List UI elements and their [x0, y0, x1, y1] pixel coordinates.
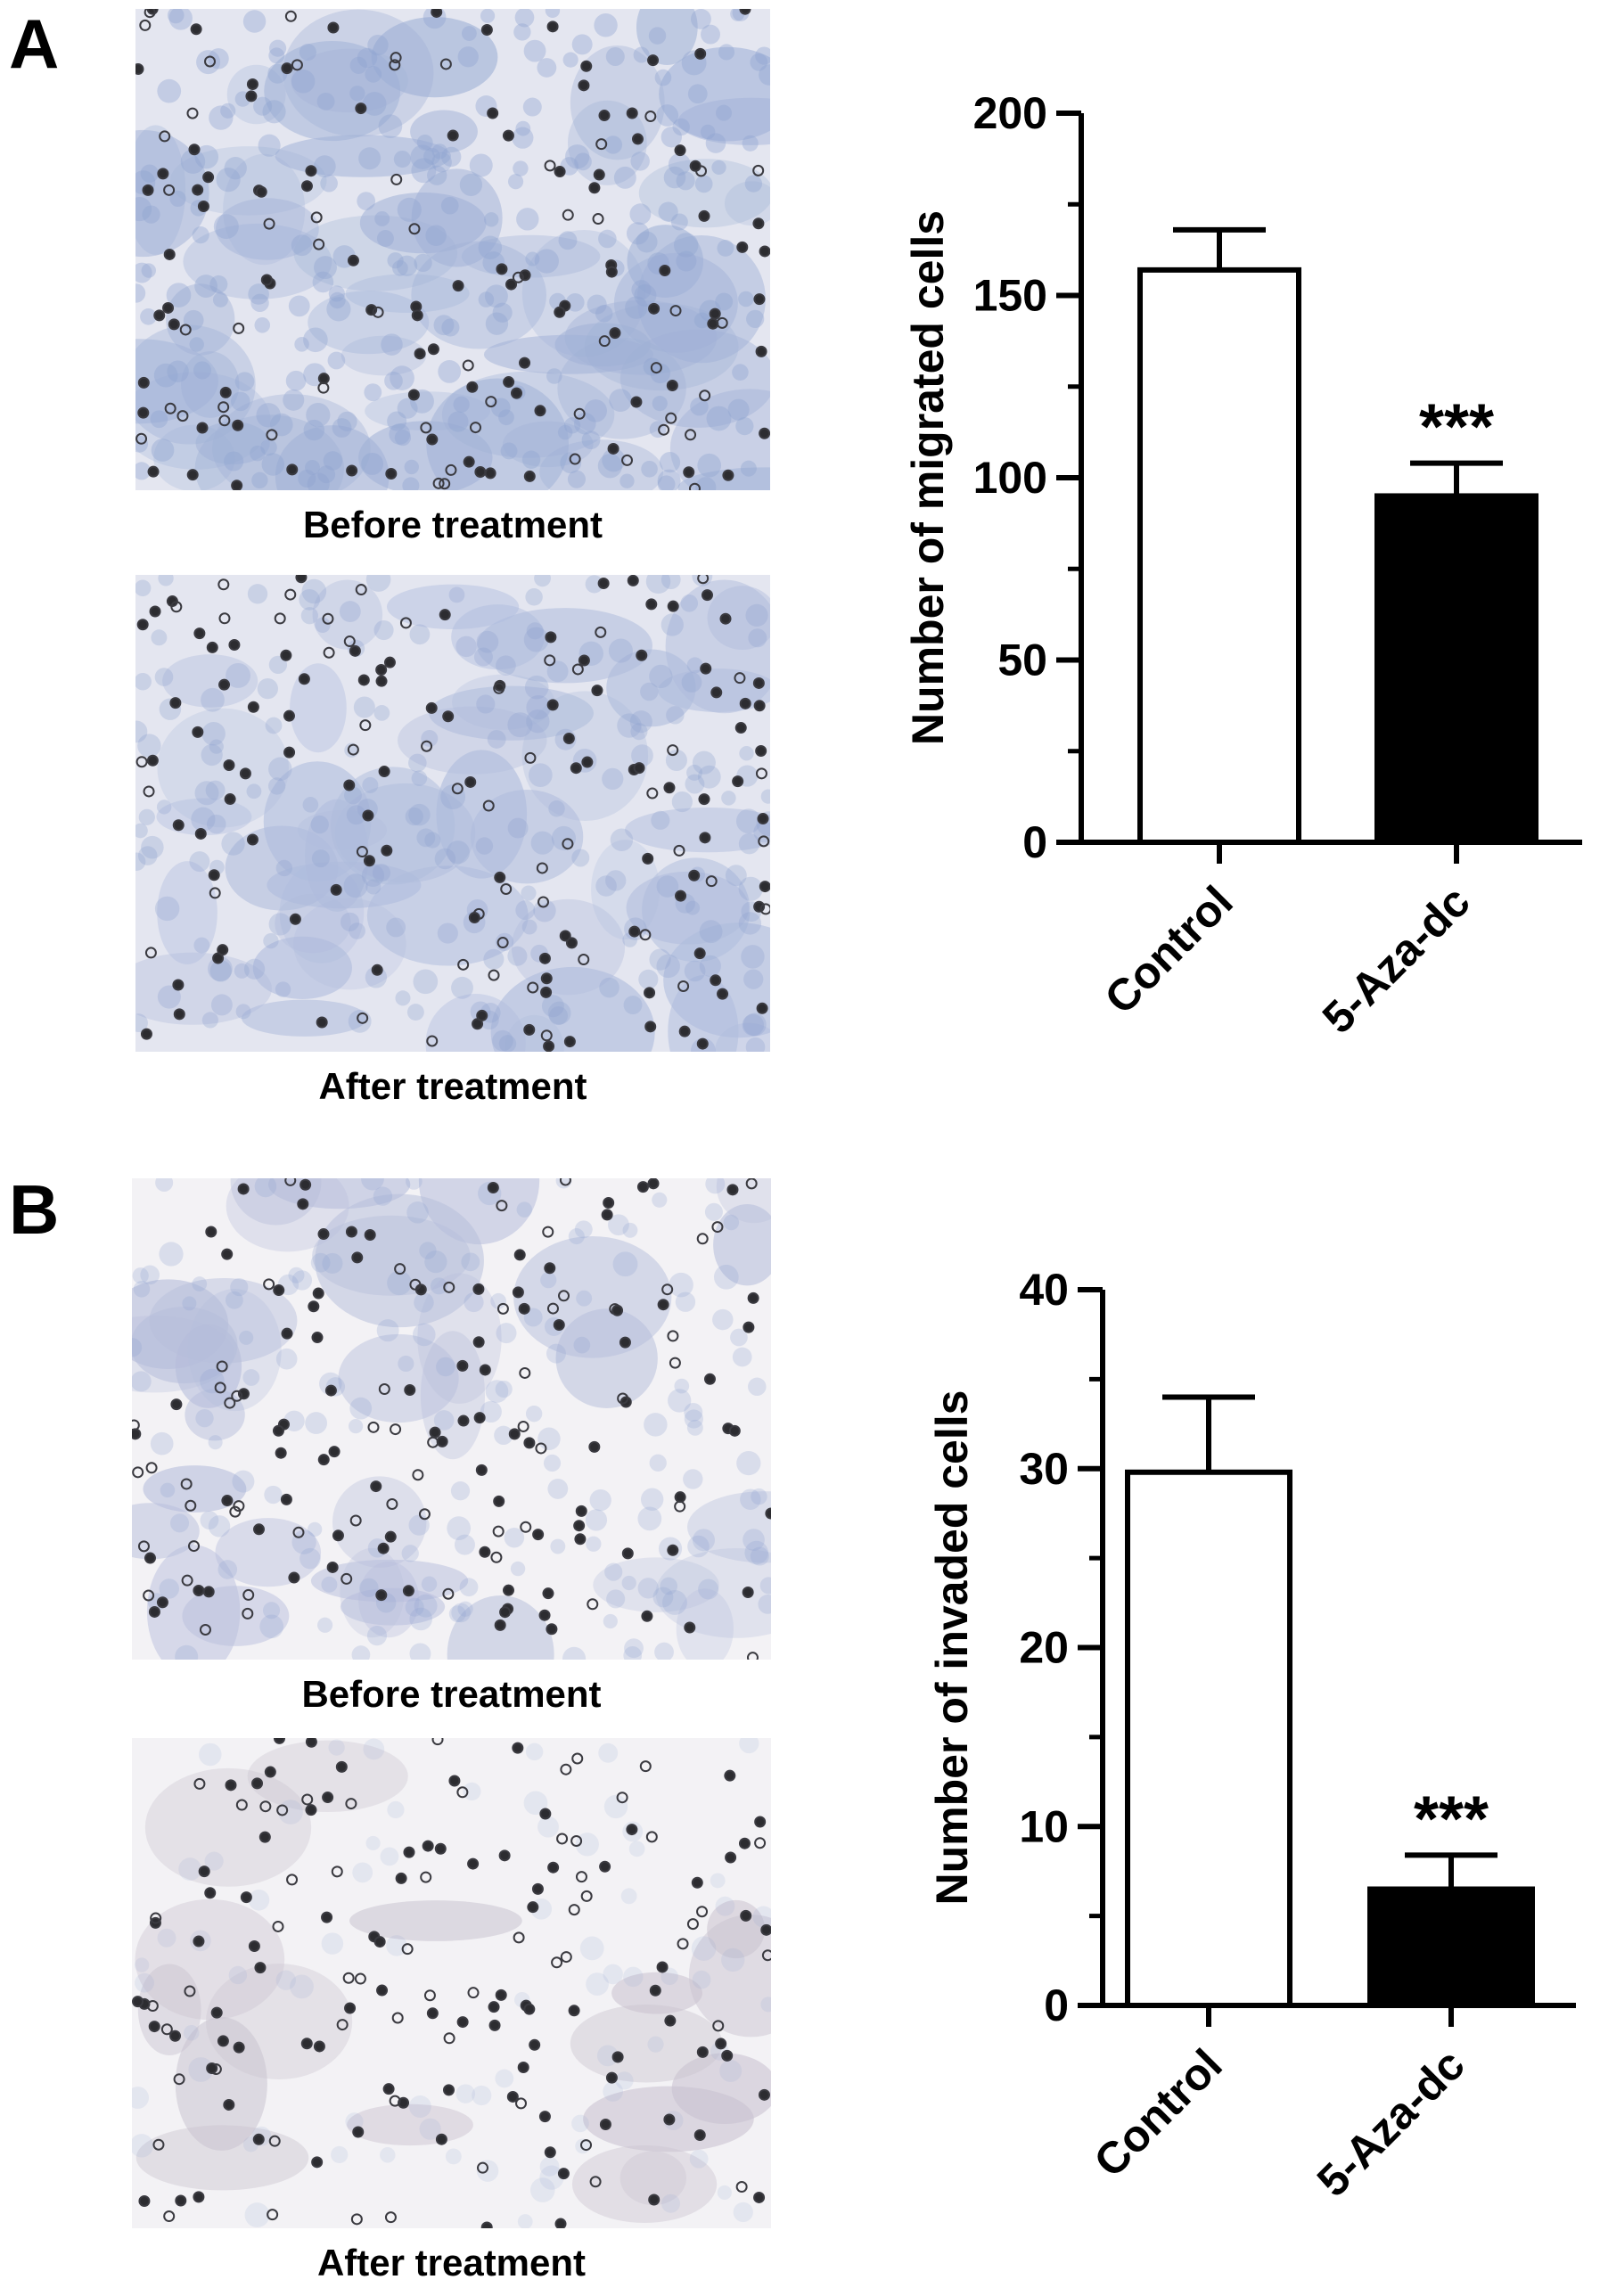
chart-b-y-tick-label: 0	[1044, 1980, 1069, 2030]
panel-label-b: B	[9, 1170, 60, 1249]
chart-b-significance-annotation: ***	[1414, 1784, 1489, 1855]
chart-b-bar-treated	[1367, 1886, 1535, 2008]
chart-a-bar-treated	[1374, 493, 1538, 845]
chart-a-y-tick-label: 0	[1022, 817, 1047, 867]
chart-b-y-tick-label: 10	[1019, 1801, 1069, 1851]
chart-b-category-label: 5-Aza-dc	[1308, 2039, 1474, 2206]
chart-a-y-tick-label: 150	[973, 271, 1047, 321]
chart-b-bar-control	[1125, 1469, 1292, 2008]
caption-after-treatment-b: After treatment	[316, 2242, 587, 2284]
micrograph-after-treatment-a	[135, 575, 770, 1052]
chart-b-y-tick-label: 30	[1019, 1444, 1069, 1494]
chart-b-category-label: Control	[1085, 2039, 1232, 2186]
chart-b-y-tick-label: 40	[1019, 1265, 1069, 1315]
micrograph-before-treatment-a	[135, 9, 770, 490]
chart-a-y-tick-label: 50	[997, 636, 1047, 685]
micrograph-before-treatment-b	[132, 1178, 771, 1660]
chart-a-significance-annotation: ***	[1419, 392, 1494, 463]
chart-a-y-tick-label: 200	[973, 88, 1047, 138]
caption-before-treatment-a: Before treatment	[302, 504, 603, 545]
panel-label-a: A	[9, 4, 60, 83]
micrograph-after-treatment-b	[132, 1738, 771, 2228]
chart-a-bar-control	[1137, 266, 1301, 845]
chart-b-y-tick-label: 20	[1019, 1623, 1069, 1673]
chart-b-y-axis-label: Number of invaded cells	[927, 1390, 977, 1906]
chart-a-y-tick-label: 100	[973, 453, 1047, 503]
chart-a-y-axis-label: Number of migrated cells	[903, 210, 953, 745]
caption-after-treatment-a: After treatment	[318, 1065, 587, 1107]
caption-before-treatment-b: Before treatment	[301, 1673, 602, 1715]
